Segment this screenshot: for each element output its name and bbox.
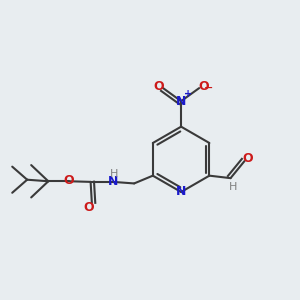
Text: O: O	[198, 80, 208, 93]
Text: N: N	[176, 95, 186, 108]
Text: N: N	[176, 185, 186, 199]
Text: −: −	[204, 83, 213, 93]
Text: O: O	[64, 174, 74, 188]
Text: O: O	[154, 80, 164, 93]
Text: O: O	[242, 152, 253, 165]
Text: O: O	[83, 201, 94, 214]
Text: H: H	[229, 182, 237, 193]
Text: N: N	[108, 176, 118, 188]
Text: H: H	[110, 169, 119, 179]
Text: +: +	[184, 89, 192, 99]
